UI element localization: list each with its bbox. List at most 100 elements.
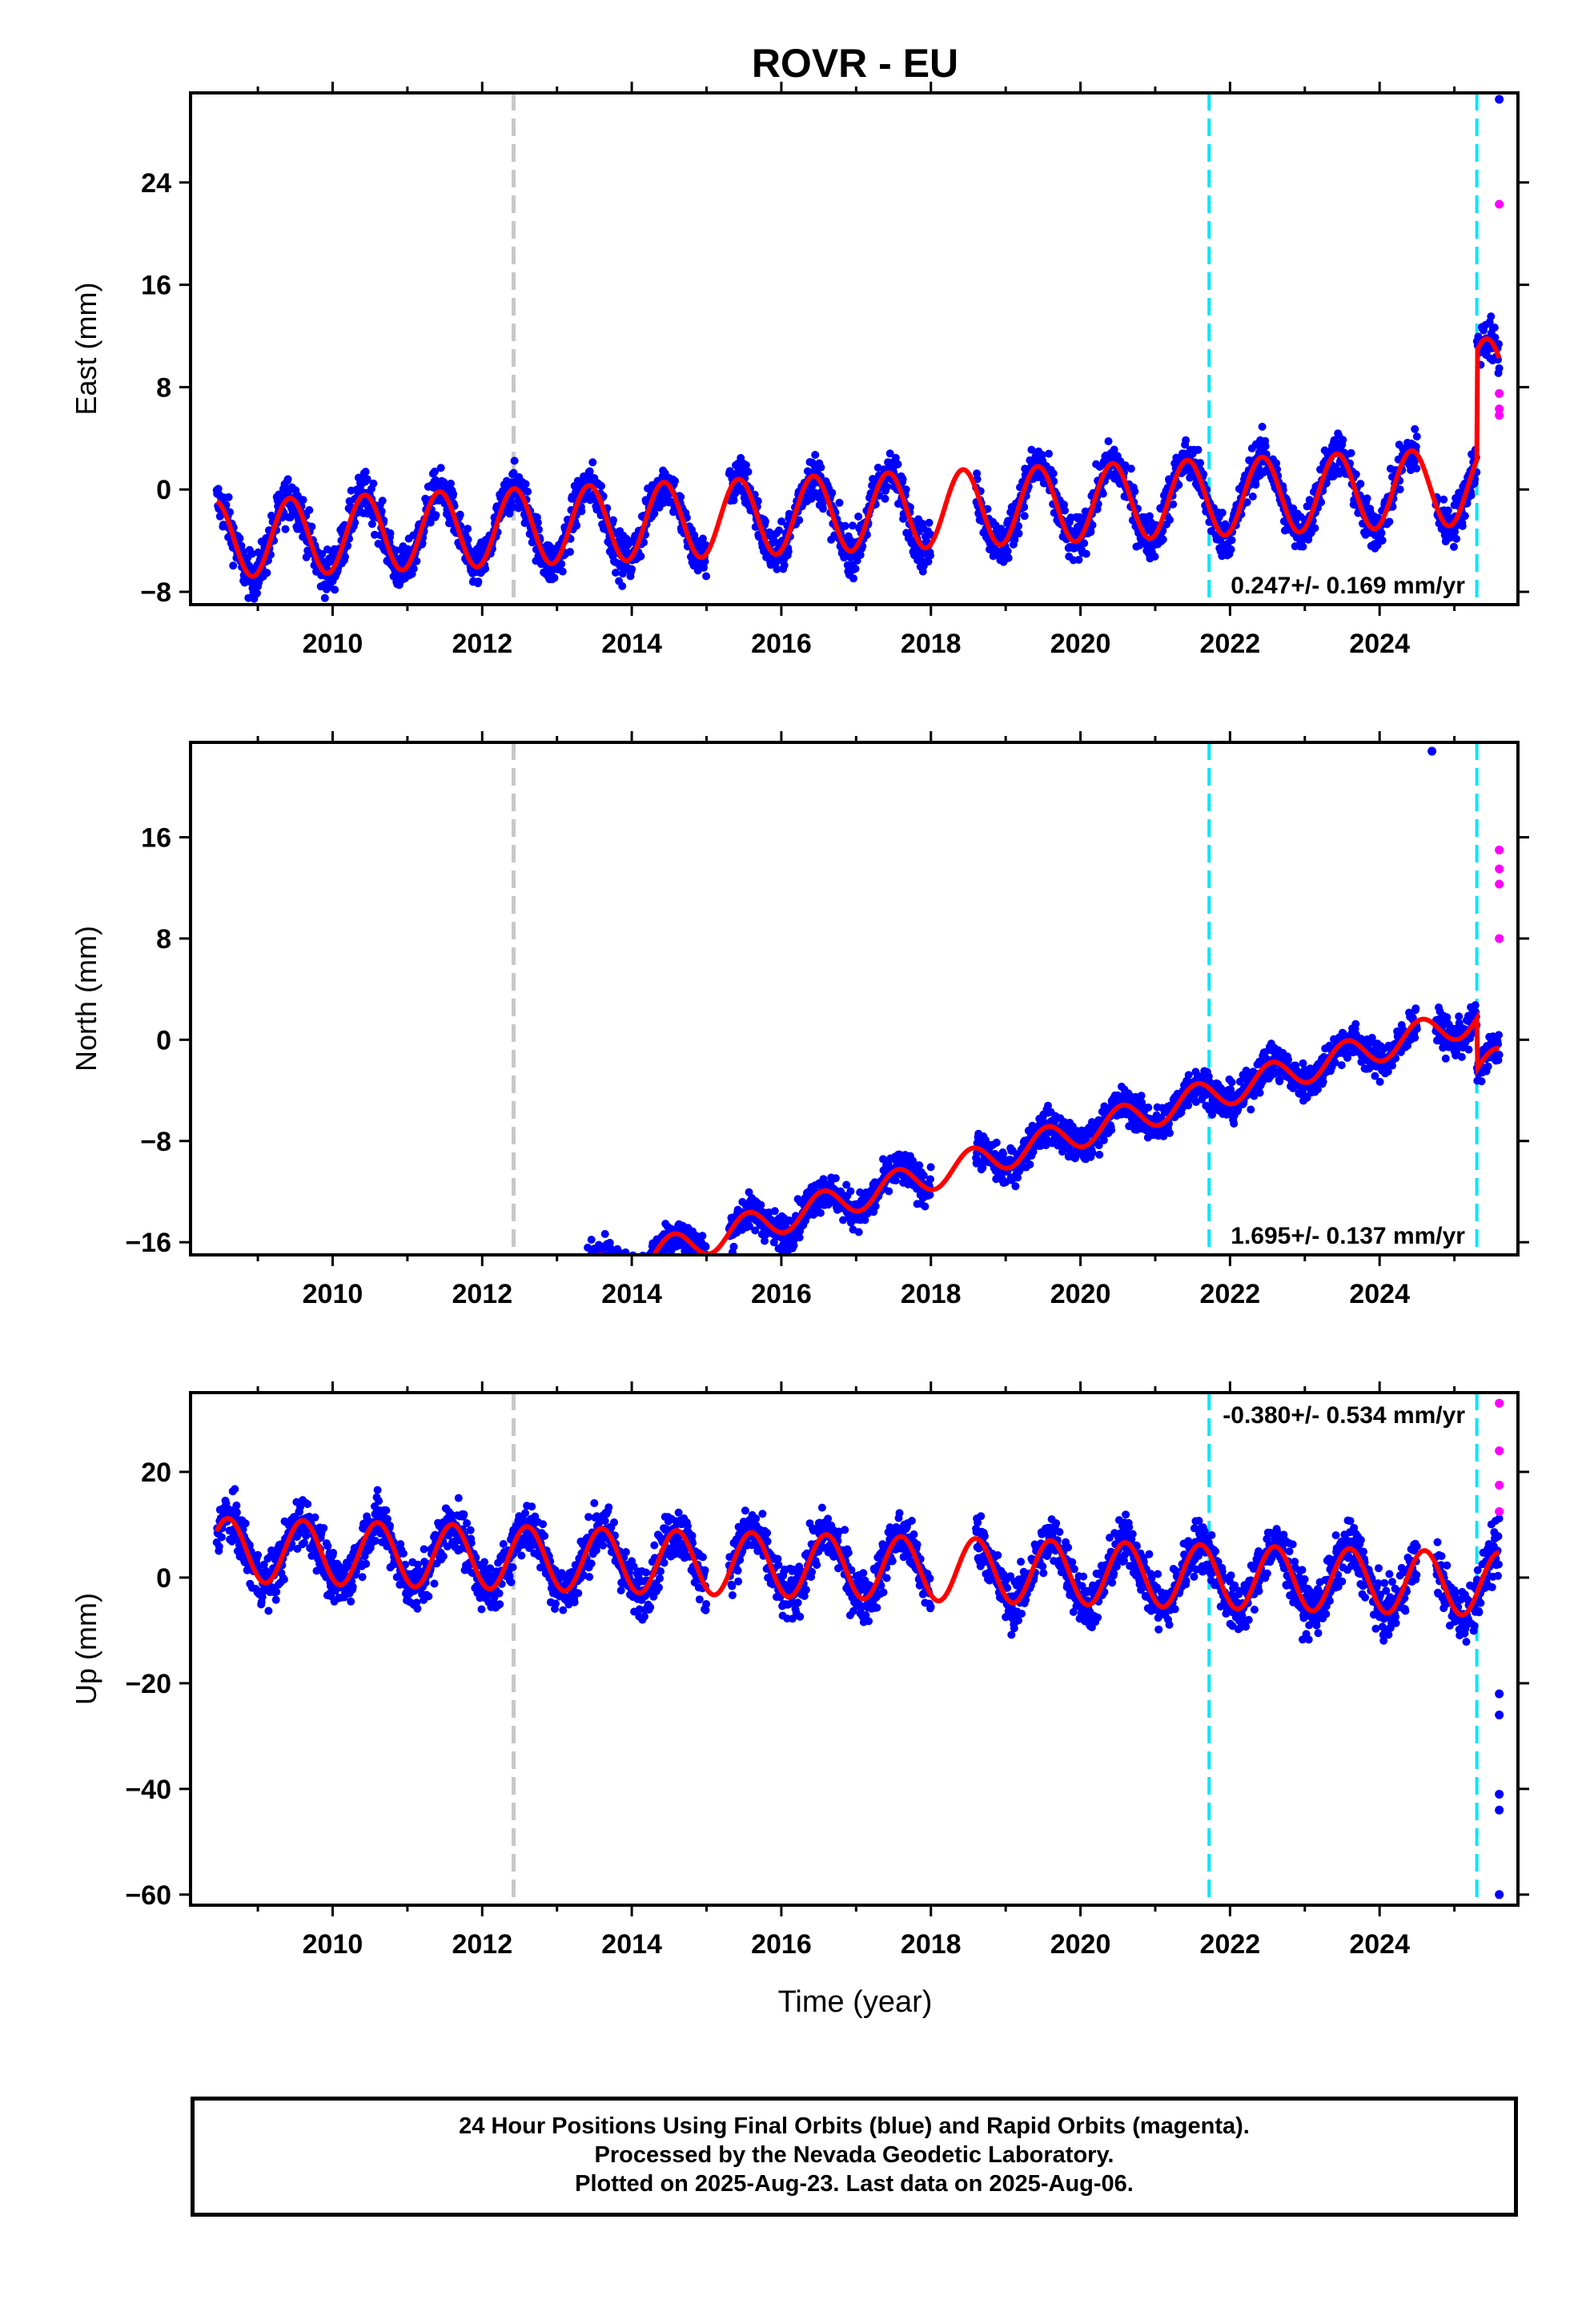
data-point xyxy=(573,1277,581,1285)
data-point xyxy=(471,1312,479,1320)
data-point xyxy=(831,1174,840,1183)
data-point xyxy=(637,1262,645,1270)
data-point xyxy=(339,1356,347,1364)
data-point xyxy=(593,1256,601,1265)
data-point xyxy=(239,1370,247,1378)
data-point xyxy=(524,1290,532,1298)
data-point xyxy=(488,1320,496,1328)
data-point xyxy=(251,1377,259,1385)
data-point xyxy=(357,1333,365,1341)
data-point xyxy=(518,1268,526,1276)
data-point xyxy=(548,1285,556,1293)
data-point xyxy=(312,1345,320,1353)
data-point xyxy=(357,1348,365,1356)
data-point xyxy=(1049,469,1058,478)
data-point xyxy=(574,1281,582,1289)
data-point xyxy=(279,1358,287,1366)
data-point xyxy=(331,1354,339,1362)
data-point xyxy=(1026,1160,1034,1169)
data-point xyxy=(581,1256,589,1265)
data-point xyxy=(352,1330,360,1338)
data-point xyxy=(773,565,781,573)
data-point xyxy=(249,1367,257,1375)
data-point xyxy=(548,1290,556,1298)
y-tick-label: 16 xyxy=(141,271,171,301)
data-point xyxy=(367,1321,375,1329)
data-point xyxy=(378,1334,386,1342)
data-point xyxy=(291,1341,299,1349)
data-point xyxy=(604,1266,612,1274)
data-point xyxy=(566,548,574,557)
data-point xyxy=(577,1279,585,1287)
data-point xyxy=(973,469,982,478)
data-point xyxy=(382,1317,390,1325)
data-point xyxy=(545,1293,553,1301)
data-point xyxy=(379,1322,387,1330)
data-point xyxy=(651,1256,659,1265)
data-point xyxy=(366,1310,374,1318)
data-point xyxy=(496,1309,504,1317)
data-point xyxy=(352,1341,360,1349)
data-point xyxy=(254,1374,262,1382)
data-point xyxy=(513,1283,521,1291)
data-point xyxy=(238,1371,246,1379)
data-point xyxy=(216,1363,224,1371)
data-point xyxy=(383,1319,391,1327)
data-point xyxy=(535,1263,543,1271)
data-point xyxy=(569,1289,577,1297)
data-point xyxy=(552,1284,560,1292)
data-point xyxy=(556,1291,564,1299)
data-point xyxy=(1098,489,1107,498)
data-point xyxy=(274,1369,282,1377)
data-point xyxy=(311,1353,319,1361)
data-point xyxy=(1126,464,1135,473)
data-point xyxy=(266,1373,274,1381)
data-point xyxy=(558,1301,566,1309)
data-point xyxy=(283,1360,291,1368)
data-point xyxy=(339,1355,347,1363)
data-point xyxy=(323,1344,331,1352)
data-point xyxy=(360,1325,368,1333)
data-point xyxy=(449,489,458,498)
data-point xyxy=(839,1216,848,1224)
data-point xyxy=(321,1334,329,1342)
data-point xyxy=(235,534,244,543)
data-point xyxy=(446,1270,454,1278)
data-point xyxy=(386,1325,394,1333)
data-point xyxy=(330,1358,338,1366)
data-point xyxy=(307,1333,315,1341)
data-point xyxy=(558,567,567,576)
data-point xyxy=(1363,494,1371,503)
data-point xyxy=(234,1361,242,1369)
data-point xyxy=(219,1361,227,1369)
data-point xyxy=(268,1359,276,1367)
data-point xyxy=(322,1361,330,1369)
data-point xyxy=(1411,424,1419,433)
data-point xyxy=(427,1315,435,1323)
data-point xyxy=(315,1349,323,1357)
data-point xyxy=(351,1341,359,1349)
data-point xyxy=(369,479,378,488)
data-point xyxy=(369,1314,377,1322)
data-point xyxy=(751,1226,760,1235)
data-point xyxy=(536,1279,544,1287)
data-point xyxy=(351,1321,359,1329)
data-point xyxy=(271,1374,279,1382)
data-point xyxy=(551,1282,559,1290)
data-point xyxy=(285,1345,293,1353)
data-point xyxy=(549,1285,557,1293)
data-point xyxy=(555,1289,563,1297)
data-point xyxy=(592,1264,600,1272)
data-point xyxy=(725,467,734,476)
data-point xyxy=(347,1357,355,1365)
data-point xyxy=(412,1333,420,1341)
data-point xyxy=(383,1328,391,1336)
data-point xyxy=(388,1316,396,1324)
data-point xyxy=(1272,459,1281,468)
data-point xyxy=(1467,491,1476,500)
data-point xyxy=(255,1373,263,1381)
data-point xyxy=(392,1346,400,1354)
data-point xyxy=(424,1315,432,1323)
data-point xyxy=(420,1334,428,1342)
data-point xyxy=(636,1270,644,1278)
